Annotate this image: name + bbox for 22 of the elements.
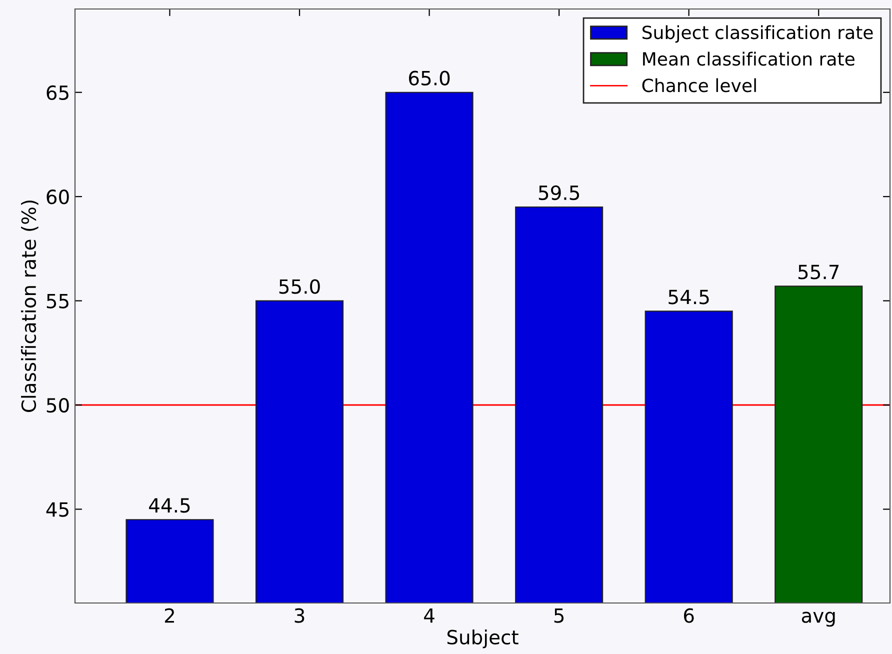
data-label: 44.5 [149,498,190,513]
data-label: 65.0 [409,70,450,86]
data-label: 54.5 [668,290,709,304]
y-tick-label: 55 [46,294,68,308]
y-tick-label: 60 [46,190,69,204]
y-tick-label: 50 [46,398,69,413]
x-axis-title: Subject [447,629,518,648]
x-tick-label: 5 [554,608,564,623]
legend-label: Subject classification rate [642,25,873,43]
x-tick-label: avg [802,612,835,627]
y-axis-title: Classification rate (%) [21,200,38,412]
legend-label: Chance level [642,78,756,92]
y-tick-label: 65 [46,85,68,100]
x-tick-label: 2 [164,608,174,623]
x-tick-label: 6 [684,608,694,623]
y-tick-label: 45 [46,502,68,517]
x-tick-label: 3 [294,608,304,623]
data-label: 55.7 [798,264,839,280]
legend-label: Mean classification rate [643,52,854,66]
data-label: 59.5 [538,185,580,200]
x-tick-label: 4 [424,608,434,623]
data-label: 55.0 [279,279,320,294]
